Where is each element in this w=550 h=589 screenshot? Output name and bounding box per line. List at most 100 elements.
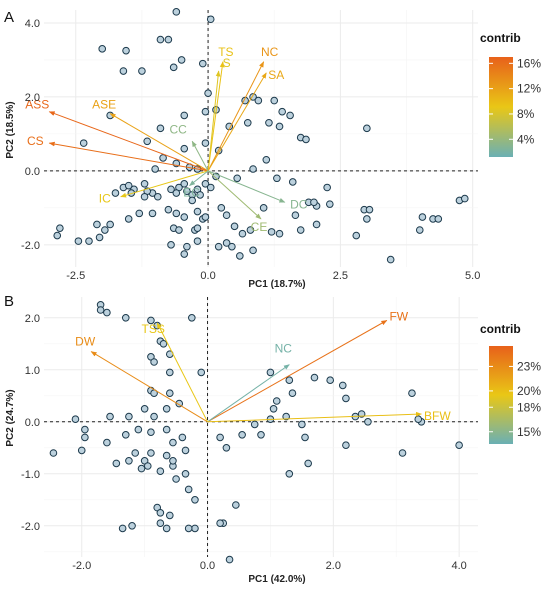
data-point: [106, 412, 114, 421]
panel-b-legend: contrib 23% 20% 18% 15%: [480, 322, 541, 444]
panel-b-grid: [44, 297, 478, 557]
panel-b-y-ticks: -2.0 -1.0 0.0 1.0 2.0: [21, 313, 40, 533]
vector-label-nc: NC: [261, 45, 279, 59]
data-point: [125, 457, 133, 465]
data-point: [310, 373, 319, 382]
data-point: [111, 189, 120, 197]
data-point: [418, 213, 427, 221]
data-point: [201, 107, 210, 116]
data-point: [364, 418, 372, 426]
data-point: [298, 420, 306, 429]
data-point: [49, 449, 58, 457]
data-point: [398, 449, 407, 457]
data-point: [201, 213, 210, 221]
data-point: [140, 405, 149, 413]
data-point: [159, 154, 167, 162]
data-point: [460, 194, 469, 203]
data-point: [137, 464, 146, 473]
data-point: [119, 67, 128, 75]
data-point: [188, 314, 196, 322]
vector-arrow-ec: [189, 170, 209, 187]
data-point: [201, 139, 210, 147]
y-tick-label: -2.0: [21, 521, 40, 533]
data-point: [236, 252, 244, 260]
data-point: [326, 376, 334, 385]
data-point: [254, 96, 263, 105]
data-point: [103, 438, 111, 447]
data-point: [95, 233, 104, 242]
data-point: [434, 215, 443, 223]
data-point: [153, 192, 162, 201]
panel-b-x-axis-title: PC1 (42.0%): [248, 574, 305, 585]
y-tick-label: 0.0: [25, 166, 40, 178]
data-point: [79, 139, 88, 147]
data-point: [162, 451, 171, 460]
data-point: [178, 433, 187, 442]
vector-label-ce: CE: [251, 220, 268, 234]
data-point: [156, 35, 165, 44]
data-point: [232, 501, 240, 509]
data-point: [172, 209, 181, 218]
data-point: [267, 228, 276, 236]
panel-a-legend: contrib 16% 12% 8% 4%: [480, 31, 541, 157]
data-point: [408, 389, 416, 398]
data-point: [302, 135, 310, 144]
x-tick-label: 0.0: [200, 560, 215, 572]
data-point: [285, 470, 294, 478]
data-point: [217, 204, 226, 212]
data-point: [269, 405, 278, 413]
data-point: [275, 229, 284, 238]
data-point: [250, 420, 259, 429]
panel-a-x-ticks: -2.5 0.0 2.5 5.0: [66, 270, 480, 282]
panel-a-y-ticks: -2.0 0.0 2.0 4.0: [21, 18, 40, 252]
legend-tick-label: 4%: [517, 132, 535, 146]
data-point: [216, 433, 224, 442]
x-tick-label: 4.0: [451, 560, 466, 572]
data-point: [285, 376, 294, 385]
data-point: [266, 368, 275, 377]
vector-arrow-sa: [207, 72, 267, 172]
panel-b-letter: B: [4, 293, 14, 310]
data-point: [156, 124, 165, 133]
data-point: [363, 124, 371, 133]
vector-arrow-fw: [207, 319, 388, 423]
data-point: [177, 56, 186, 64]
data-point: [156, 467, 165, 476]
data-point: [134, 425, 143, 434]
data-point: [342, 441, 350, 450]
data-point: [282, 412, 290, 421]
data-point: [270, 96, 279, 105]
panel-a-y-axis-title: PC2 (18.5%): [5, 101, 16, 158]
data-point: [98, 45, 107, 53]
data-point: [216, 519, 224, 528]
data-point: [164, 205, 173, 214]
data-point: [181, 446, 190, 455]
vector-label-cs: CS: [27, 134, 44, 148]
data-point: [135, 209, 144, 218]
data-point: [273, 174, 281, 183]
data-point: [243, 118, 252, 127]
data-point: [85, 237, 93, 245]
data-point: [164, 35, 173, 44]
data-point: [193, 224, 202, 232]
data-point: [238, 229, 247, 238]
panel-b-legend-title: contrib: [480, 322, 521, 336]
legend-tick-label: 8%: [517, 107, 535, 121]
vector-label-dc: DC: [290, 197, 308, 211]
data-point: [172, 475, 180, 483]
data-point: [363, 215, 371, 223]
data-point: [81, 433, 89, 442]
data-point: [106, 220, 114, 229]
vector-arrow-bfw: [207, 411, 422, 423]
data-point: [326, 200, 334, 208]
vector-arrow-dw: [90, 351, 208, 423]
x-tick-label: 2.5: [333, 270, 348, 282]
vector-label-ic: IC: [99, 192, 111, 206]
data-point: [415, 226, 424, 234]
panel-b-zero-lines: [44, 297, 478, 557]
data-point: [272, 397, 281, 405]
data-point: [128, 522, 136, 530]
data-point: [342, 394, 350, 403]
data-point: [140, 179, 149, 188]
